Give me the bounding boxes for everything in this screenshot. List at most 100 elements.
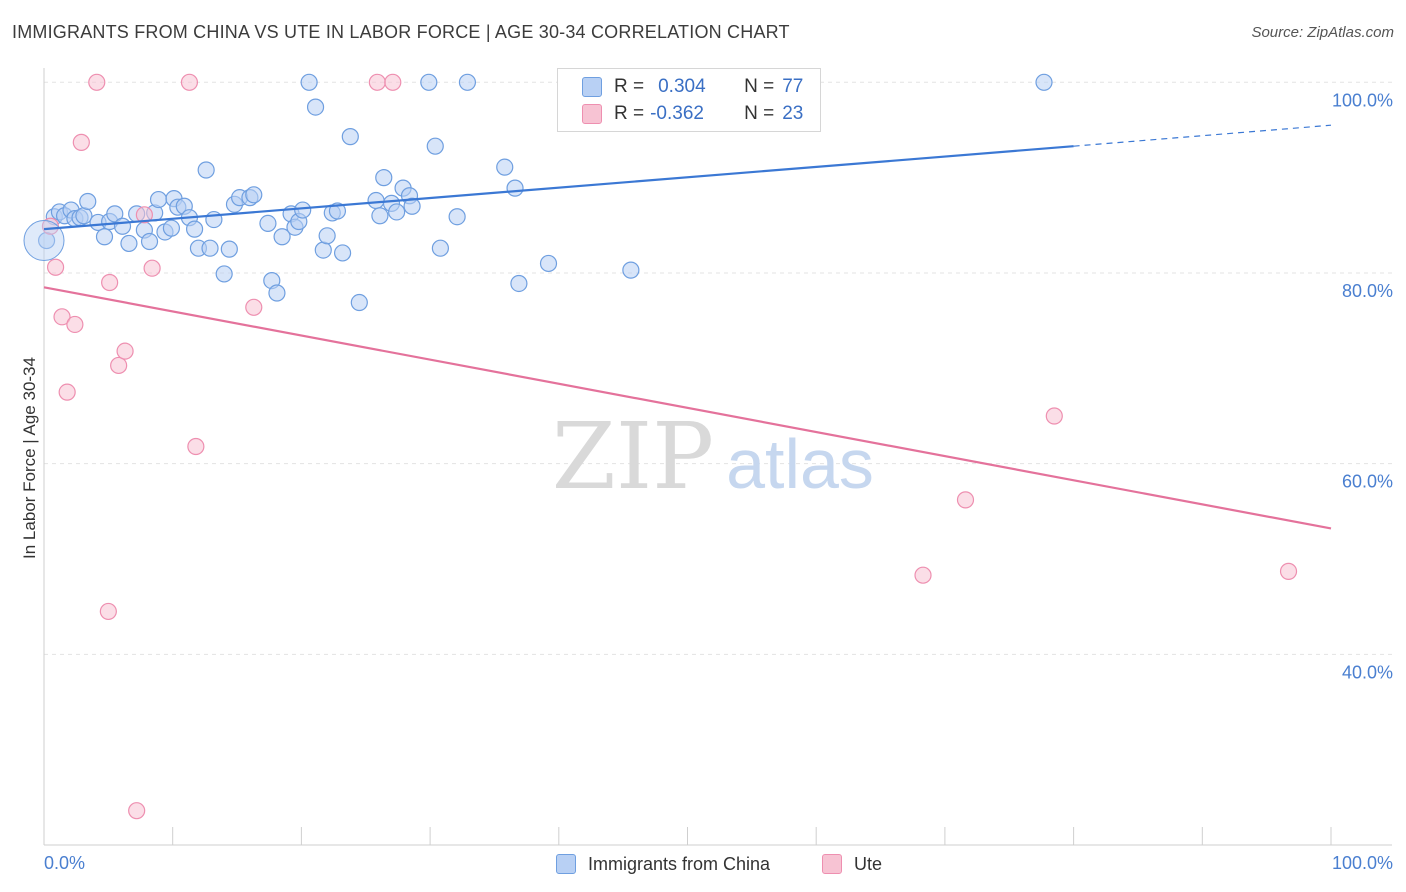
china-point-large xyxy=(23,220,65,262)
ute-point xyxy=(116,342,134,360)
ute-point xyxy=(187,437,205,456)
y-tick-label: 60.0% xyxy=(1342,472,1393,492)
trend-lines xyxy=(43,124,1332,530)
legend-n-label: N = xyxy=(744,103,775,124)
china-point xyxy=(506,179,524,197)
bottom-legend-swatch-china xyxy=(556,854,576,874)
china-point xyxy=(268,284,286,302)
china-point xyxy=(341,128,359,146)
gridlines xyxy=(44,81,1392,655)
ute-point xyxy=(1279,562,1298,580)
legend-swatch-china xyxy=(582,77,602,97)
ute-point xyxy=(88,73,106,91)
china-point xyxy=(185,220,204,238)
china-point xyxy=(367,191,385,210)
china-point xyxy=(403,197,421,215)
china-point xyxy=(245,186,263,204)
china-point xyxy=(215,265,233,283)
watermark-atlas: atlas xyxy=(726,425,874,503)
x-tick-label: 0.0% xyxy=(44,853,85,873)
bottom-legend-swatch-ute xyxy=(822,854,842,874)
ute-point xyxy=(135,206,153,224)
legend-row-china: R = 0.304 N = 77 xyxy=(582,75,803,99)
ute-point xyxy=(368,73,386,91)
china-point xyxy=(420,73,438,91)
ute-point xyxy=(384,73,402,91)
china-point xyxy=(431,239,449,257)
china-point xyxy=(510,274,528,293)
ute-point xyxy=(956,491,975,509)
legend-row-ute: R = -0.362 N = 23 xyxy=(582,102,803,126)
ute-point xyxy=(101,273,119,292)
ute-point xyxy=(99,602,117,621)
bottom-legend-ute: Ute xyxy=(822,852,882,876)
x-tick-label: 100.0% xyxy=(1332,853,1393,873)
china-point xyxy=(539,254,558,273)
china-point xyxy=(318,227,336,245)
chart-title: IMMIGRANTS FROM CHINA VS UTE IN LABOR FO… xyxy=(12,22,790,42)
china-point xyxy=(426,137,444,155)
china-point xyxy=(197,161,215,179)
china-point xyxy=(140,232,159,251)
axes xyxy=(43,68,1392,846)
china-point xyxy=(149,190,168,209)
china-point xyxy=(375,169,393,187)
china-point xyxy=(95,228,114,246)
china-point xyxy=(371,207,389,225)
y-tick-label: 100.0% xyxy=(1332,90,1393,110)
bottom-legend-label-china: Immigrants from China xyxy=(588,853,771,874)
legend-r-label: R = xyxy=(614,103,645,124)
ute-point xyxy=(143,259,161,277)
tick-labels: 100.0% 80.0% 60.0% 40.0% 0.0% 100.0% xyxy=(44,90,1393,873)
watermark: ZIP atlas xyxy=(552,403,874,510)
china-trend-extension xyxy=(1073,124,1332,147)
ute-point xyxy=(245,298,263,316)
china-point xyxy=(220,240,238,258)
china-point xyxy=(448,208,466,226)
legend-r-label: R = xyxy=(614,76,645,97)
ute-point xyxy=(58,383,76,401)
source-credit: Source: ZipAtlas.com xyxy=(1251,24,1394,41)
china-point xyxy=(306,98,325,116)
bottom-legend-label-ute: Ute xyxy=(854,853,883,874)
china-point xyxy=(622,261,640,279)
china-point xyxy=(162,219,181,237)
legend-n-value: 23 xyxy=(782,103,804,124)
china-trend-line xyxy=(43,145,1074,231)
ute-point xyxy=(110,356,128,375)
china-point xyxy=(496,158,514,176)
legend-n-label: N = xyxy=(744,76,775,97)
china-point xyxy=(1035,73,1053,91)
china-point xyxy=(388,203,406,221)
china-point xyxy=(300,73,318,91)
legend-n-value: 77 xyxy=(782,76,804,97)
china-point xyxy=(113,217,132,235)
ute-point xyxy=(1045,407,1063,425)
china-point xyxy=(350,293,368,312)
china-point xyxy=(273,228,291,246)
legend-r-value: 0.304 xyxy=(658,76,706,97)
china-point xyxy=(106,205,124,223)
china-point xyxy=(458,73,477,91)
china-point xyxy=(314,241,332,259)
china-point xyxy=(294,201,312,219)
y-tick-label: 80.0% xyxy=(1342,281,1393,301)
china-point xyxy=(79,192,97,211)
ute-point xyxy=(128,802,146,820)
china-point xyxy=(328,202,347,220)
data-points xyxy=(23,73,1298,820)
china-point xyxy=(75,207,93,225)
ute-point xyxy=(53,308,71,326)
china-point xyxy=(259,214,277,232)
legend-r-value: -0.362 xyxy=(650,103,704,124)
ute-point xyxy=(914,566,932,584)
legend-swatch-ute xyxy=(582,104,602,124)
watermark-zip: ZIP xyxy=(552,403,714,510)
ute-trend-line xyxy=(43,286,1332,530)
china-point xyxy=(333,244,352,262)
ute-point xyxy=(66,315,84,334)
stats-legend: R = 0.304 N = 77 R = -0.362 N = 23 xyxy=(557,68,821,132)
china-point xyxy=(201,239,219,257)
ute-point xyxy=(180,73,199,91)
